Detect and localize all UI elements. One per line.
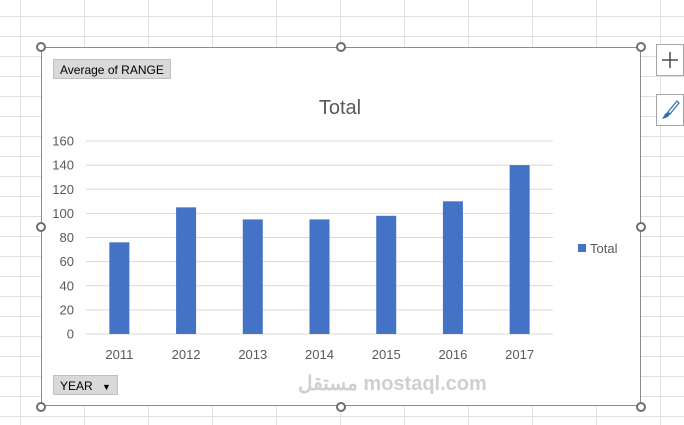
x-tick-label: 2016: [438, 347, 467, 362]
value-field-button[interactable]: Average of RANGE: [53, 59, 171, 79]
bar-2011[interactable]: [109, 242, 130, 334]
x-tick-label: 2014: [305, 347, 334, 362]
chart-plot: Total 0 20 40 60 80 100 120 140 160 2011 2012 2013…: [52, 97, 618, 362]
chart-legend[interactable]: Total: [578, 241, 618, 256]
x-tick-label: 2011: [105, 347, 133, 362]
bar-2012[interactable]: [176, 207, 197, 334]
resize-handle-bottom[interactable]: [336, 402, 346, 412]
bar-2013[interactable]: [242, 219, 263, 334]
y-tick-label: 140: [52, 158, 74, 173]
legend-label: Total: [590, 241, 618, 256]
resize-handle-bottom-right[interactable]: [636, 402, 646, 412]
x-tick-label: 2012: [172, 347, 201, 362]
chart-title[interactable]: Total: [319, 97, 361, 119]
resize-handle-left[interactable]: [36, 222, 46, 232]
chart-elements-button[interactable]: [656, 44, 684, 76]
plus-icon: [662, 52, 678, 68]
y-tick-label: 160: [52, 134, 74, 149]
bar-2016[interactable]: [442, 201, 463, 334]
resize-handle-right[interactable]: [636, 222, 646, 232]
watermark: مستقل mostaql.com: [298, 373, 487, 395]
axis-field-filter-button[interactable]: YEAR ▼: [53, 375, 118, 395]
resize-handle-top-right[interactable]: [636, 42, 646, 52]
bar-2014[interactable]: [309, 219, 330, 334]
y-tick-label: 60: [60, 254, 74, 269]
x-tick-label: 2013: [238, 347, 267, 362]
y-tick-label: 40: [60, 278, 74, 293]
resize-handle-bottom-left[interactable]: [36, 402, 46, 412]
bar-2017[interactable]: [509, 165, 530, 334]
dropdown-arrow-icon: ▼: [102, 382, 111, 392]
x-tick-label: 2015: [372, 347, 401, 362]
resize-handle-top[interactable]: [336, 42, 346, 52]
value-field-label: Average of RANGE: [60, 63, 164, 77]
y-tick-label: 120: [52, 182, 74, 197]
brush-icon: [662, 100, 680, 119]
pivot-chart[interactable]: Total 0 20 40 60 80 100 120 140 160 2011 2012 2013…: [41, 47, 641, 406]
chart-styles-button[interactable]: [656, 94, 684, 126]
y-tick-label: 20: [60, 302, 74, 317]
y-tick-label: 0: [67, 327, 74, 342]
y-tick-label: 80: [60, 230, 74, 245]
y-tick-label: 100: [52, 206, 74, 221]
bar-2015[interactable]: [376, 215, 397, 334]
resize-handle-top-left[interactable]: [36, 42, 46, 52]
x-tick-label: 2017: [505, 347, 534, 362]
axis-field-label: YEAR: [60, 379, 93, 393]
legend-swatch: [578, 244, 586, 252]
